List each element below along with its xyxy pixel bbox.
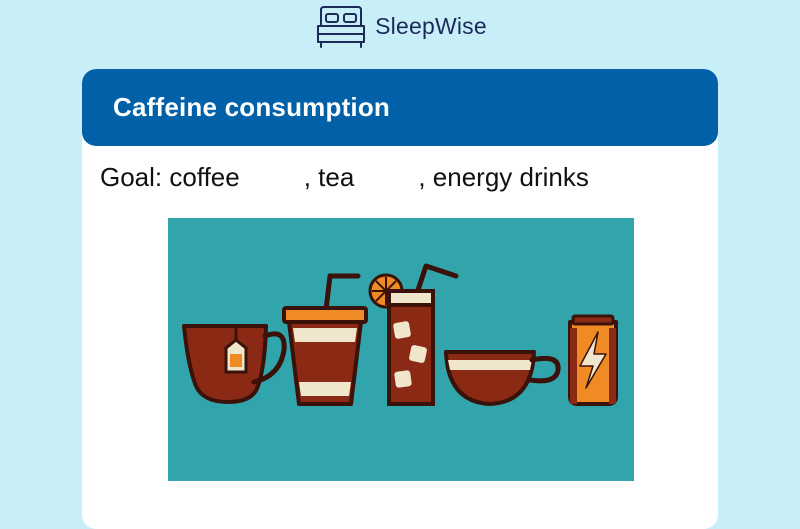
goal-prefix: Goal: coffee [100,162,240,192]
goal-line: Goal: coffee , tea , energy drinks [100,161,589,193]
bed-icon [317,6,366,48]
takeaway-cup-icon [282,273,368,406]
caffeinated-drinks-illustration [168,218,634,481]
energy-drink-can-icon [568,314,618,406]
brand-name: SleepWise [375,12,487,39]
goal-energy-label: , energy drinks [418,162,589,192]
caffeine-card: Caffeine consumption Goal: coffee , tea , … [82,69,718,529]
card-header: Caffeine consumption [82,69,718,146]
tea-mug-icon [182,324,287,404]
iced-drink-icon [368,263,459,406]
coffee-cup-icon [444,350,561,406]
card-title: Caffeine consumption [113,92,391,122]
brand-header: SleepWise [0,0,800,52]
goal-tea-label: , tea [303,162,355,192]
